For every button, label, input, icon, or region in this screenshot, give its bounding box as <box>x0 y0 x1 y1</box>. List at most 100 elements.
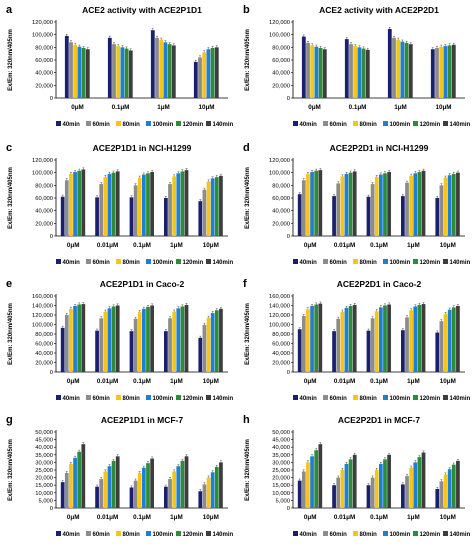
bar-60min-0.01μM <box>336 183 341 236</box>
legend-swatch-120min <box>176 395 181 400</box>
y-tick-label: 100,000 <box>32 33 53 39</box>
bar-100min-0.1μM <box>142 174 146 236</box>
y-tick-label: 120,000 <box>269 158 290 164</box>
bar-120min-0.1μM <box>383 305 387 372</box>
chart-title: ACE2 activity with ACE2P2D1 <box>319 5 439 15</box>
x-category-label: 0.01μM <box>97 514 118 521</box>
bar-100min-0.1μM <box>357 47 362 98</box>
bar-140min-10μM <box>456 172 460 236</box>
bar-100min-0.01μM <box>344 463 349 508</box>
bar-120min-0.1μM <box>146 173 150 236</box>
legend-swatch-120min <box>413 121 418 126</box>
legend-swatch-60min <box>86 259 91 264</box>
x-category-label: 0μM <box>304 514 317 521</box>
y-axis-label: Ex/Em: 320nm/405nm <box>8 439 14 501</box>
y-tick-label: 0 <box>287 506 290 512</box>
y-tick-label: 100,000 <box>32 171 53 177</box>
legend-label-80min: 80min <box>360 122 378 128</box>
bar-40min-1μM <box>401 330 405 372</box>
bar-60min-1μM <box>155 37 159 98</box>
y-tick-label: 160,000 <box>269 294 290 300</box>
bar-100min-0μM <box>73 172 77 236</box>
legend-swatch-80min <box>116 531 121 536</box>
bar-80min-10μM <box>206 181 211 236</box>
chart-panel-e: e ACE2P1D1 in Caco-2 Ex/Em: 320nm/405nm 0 20… <box>6 278 234 402</box>
legend-label-40min: 40min <box>63 532 81 538</box>
bar-140min-0μM <box>81 169 86 236</box>
panel-label: e <box>6 278 12 290</box>
legend-label-100min: 100min <box>153 396 174 402</box>
bar-80min-0μM <box>69 308 73 372</box>
bar-40min-0.1μM <box>129 487 134 508</box>
y-axis-label: Ex/Em: 320nm/405nm <box>245 303 251 365</box>
legend-label-80min: 80min <box>360 396 378 402</box>
bar-60min-1μM <box>405 476 409 508</box>
legend-label-60min: 60min <box>330 532 348 538</box>
y-tick-label: 10,000 <box>35 491 53 497</box>
legend-swatch-60min <box>323 531 328 536</box>
bar-60min-0μM <box>64 180 69 236</box>
chart-panel-f: f ACE2P2D1 in Caco-2 Ex/Em: 320nm/405nm 0 20… <box>243 278 471 402</box>
y-tick-label: 40,000 <box>35 71 53 77</box>
bar-100min-0μM <box>77 46 82 98</box>
bar-40min-0.01μM <box>332 485 336 508</box>
bar-60min-0.01μM <box>99 184 104 236</box>
bar-100min-10μM <box>447 309 452 372</box>
bar-60min-1μM <box>168 479 172 508</box>
bar-80min-0.1μM <box>137 177 142 236</box>
legend-swatch-80min <box>353 259 358 264</box>
legend-swatch-60min <box>86 395 91 400</box>
legend-swatch-140min <box>206 395 211 400</box>
bar-40min-0μM <box>301 36 306 98</box>
y-tick-label: 140,000 <box>269 304 290 310</box>
bar-60min-0.1μM <box>112 44 116 98</box>
bar-40min-0μM <box>60 196 65 236</box>
legend-label-100min: 100min <box>153 260 174 266</box>
bar-120min-0.1μM <box>383 459 387 508</box>
bar-60min-10μM <box>439 481 444 508</box>
x-category-label: 1μM <box>170 242 183 249</box>
legend-swatch-140min <box>443 259 448 264</box>
y-tick-label: 60,000 <box>35 58 53 64</box>
bar-80min-1μM <box>159 39 164 98</box>
y-axis-label: Ex/Em: 320nm/405nm <box>245 439 251 501</box>
y-tick-label: 15,000 <box>35 483 53 489</box>
legend-swatch-100min <box>146 259 151 264</box>
bar-120min-10μM <box>214 177 219 236</box>
legend-swatch-100min <box>383 121 388 126</box>
bar-100min-0.1μM <box>379 174 383 236</box>
y-tick-label: 80,000 <box>272 332 290 338</box>
y-tick-label: 40,000 <box>272 445 290 451</box>
legend-swatch-100min <box>146 531 151 536</box>
bar-40min-10μM <box>198 201 203 236</box>
bar-60min-0.01μM <box>99 479 104 508</box>
legend-swatch-60min <box>323 259 328 264</box>
legend-label-120min: 120min <box>183 260 204 266</box>
y-axis-label: Ex/Em: 320nm/405nm <box>8 29 14 91</box>
y-tick-label: 120,000 <box>269 20 290 26</box>
bar-140min-0μM <box>85 49 90 98</box>
x-category-label: 10μM <box>203 514 219 521</box>
bar-60min-1μM <box>405 317 409 372</box>
legend-label-40min: 40min <box>63 122 81 128</box>
bar-40min-0μM <box>297 329 302 372</box>
x-category-label: 1μM <box>157 104 170 111</box>
bar-40min-0.1μM <box>366 330 371 372</box>
y-tick-label: 80,000 <box>272 45 290 51</box>
y-tick-label: 35,000 <box>35 453 53 459</box>
bar-100min-10μM <box>210 313 215 372</box>
bar-40min-10μM <box>430 49 435 98</box>
legend-swatch-80min <box>116 395 121 400</box>
y-tick-label: 0 <box>50 506 53 512</box>
bar-100min-0.01μM <box>107 466 112 508</box>
bar-60min-0.1μM <box>133 185 138 236</box>
bar-140min-1μM <box>184 305 189 372</box>
y-tick-label: 60,000 <box>272 342 290 348</box>
bar-120min-0μM <box>77 451 82 508</box>
bar-40min-0.1μM <box>129 197 134 236</box>
bar-60min-10μM <box>198 57 202 98</box>
y-tick-label: 40,000 <box>35 445 53 451</box>
legend-label-60min: 60min <box>93 532 111 538</box>
bar-80min-0.1μM <box>137 473 142 508</box>
